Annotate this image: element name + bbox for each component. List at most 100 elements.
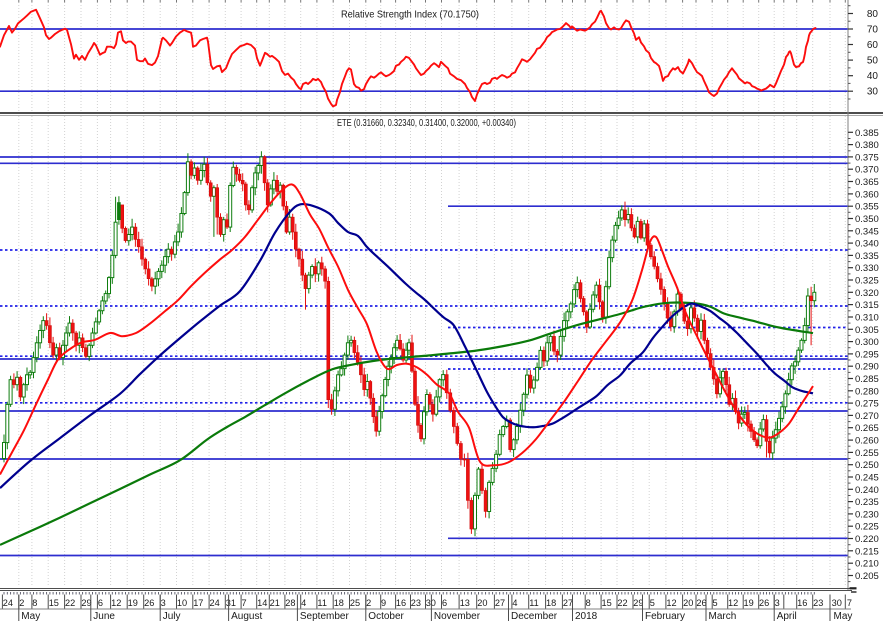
- svg-text:26: 26: [696, 598, 706, 608]
- svg-text:0.370: 0.370: [855, 165, 879, 176]
- svg-text:0.300: 0.300: [855, 337, 879, 348]
- svg-text:25: 25: [350, 598, 360, 608]
- svg-text:0.205: 0.205: [855, 571, 879, 582]
- svg-text:4: 4: [301, 598, 306, 608]
- svg-text:19: 19: [744, 598, 754, 608]
- svg-text:0.355: 0.355: [855, 202, 879, 213]
- svg-text:October: October: [368, 611, 404, 622]
- svg-text:7: 7: [242, 598, 247, 608]
- svg-text:December: December: [511, 611, 558, 622]
- svg-text:0.380: 0.380: [855, 140, 879, 151]
- svg-text:28: 28: [285, 598, 295, 608]
- svg-text:May: May: [834, 611, 853, 622]
- svg-text:3: 3: [775, 598, 780, 608]
- svg-text:June: June: [93, 611, 115, 622]
- svg-text:0.285: 0.285: [855, 374, 879, 385]
- svg-text:24: 24: [210, 598, 220, 608]
- svg-text:0.220: 0.220: [855, 534, 879, 545]
- svg-text:2018: 2018: [575, 611, 598, 622]
- svg-text:0.250: 0.250: [855, 460, 879, 471]
- svg-text:29: 29: [633, 598, 643, 608]
- svg-text:27: 27: [563, 598, 573, 608]
- svg-text:27: 27: [495, 598, 505, 608]
- svg-text:0.320: 0.320: [855, 288, 879, 299]
- svg-text:12: 12: [666, 598, 676, 608]
- svg-text:6: 6: [442, 598, 447, 608]
- svg-text:16: 16: [797, 598, 807, 608]
- svg-text:2: 2: [19, 598, 24, 608]
- svg-text:0.260: 0.260: [855, 436, 879, 447]
- svg-text:0.360: 0.360: [855, 189, 879, 200]
- svg-text:18: 18: [334, 598, 344, 608]
- svg-text:March: March: [709, 611, 737, 622]
- svg-text:6: 6: [98, 598, 103, 608]
- svg-text:0.295: 0.295: [855, 349, 879, 360]
- svg-text:26: 26: [144, 598, 154, 608]
- svg-text:60: 60: [867, 40, 879, 51]
- svg-text:29: 29: [81, 598, 91, 608]
- svg-text:0.225: 0.225: [855, 522, 879, 533]
- svg-text:19: 19: [128, 598, 138, 608]
- svg-text:24: 24: [3, 598, 13, 608]
- svg-text:30: 30: [867, 87, 879, 98]
- svg-text:0.290: 0.290: [855, 362, 879, 373]
- svg-text:80: 80: [867, 9, 879, 20]
- svg-text:13: 13: [460, 598, 470, 608]
- svg-text:February: February: [645, 611, 685, 622]
- svg-text:0.270: 0.270: [855, 411, 879, 422]
- svg-text:0.275: 0.275: [855, 399, 879, 410]
- svg-text:12: 12: [111, 598, 121, 608]
- svg-text:4: 4: [512, 598, 517, 608]
- svg-text:17: 17: [193, 598, 203, 608]
- svg-text:May: May: [21, 611, 40, 622]
- svg-text:0.235: 0.235: [855, 497, 879, 508]
- svg-text:July: July: [163, 611, 181, 622]
- svg-text:2: 2: [366, 598, 371, 608]
- svg-text:23: 23: [813, 598, 823, 608]
- svg-text:5: 5: [713, 598, 718, 608]
- svg-text:22: 22: [617, 598, 627, 608]
- svg-text:0.210: 0.210: [855, 559, 879, 570]
- svg-text:0.340: 0.340: [855, 239, 879, 250]
- svg-text:3: 3: [161, 598, 166, 608]
- svg-text:0.330: 0.330: [855, 263, 879, 274]
- svg-text:0.230: 0.230: [855, 509, 879, 520]
- svg-text:November: November: [434, 611, 481, 622]
- svg-text:70: 70: [867, 25, 879, 36]
- svg-text:August: August: [231, 611, 262, 622]
- svg-text:0.215: 0.215: [855, 546, 879, 557]
- svg-text:18: 18: [546, 598, 556, 608]
- svg-text:16: 16: [396, 598, 406, 608]
- svg-text:14: 14: [257, 598, 267, 608]
- svg-text:50: 50: [867, 56, 879, 67]
- svg-text:12: 12: [728, 598, 738, 608]
- svg-text:15: 15: [49, 598, 59, 608]
- svg-text:0.315: 0.315: [855, 300, 879, 311]
- svg-text:30: 30: [832, 598, 842, 608]
- svg-text:0.240: 0.240: [855, 485, 879, 496]
- svg-text:9: 9: [381, 598, 386, 608]
- svg-text:20: 20: [683, 598, 693, 608]
- svg-text:0.245: 0.245: [855, 473, 879, 484]
- svg-text:5: 5: [650, 598, 655, 608]
- svg-text:0.335: 0.335: [855, 251, 879, 262]
- svg-text:8: 8: [32, 598, 37, 608]
- svg-text:0.365: 0.365: [855, 177, 879, 188]
- svg-text:0.280: 0.280: [855, 386, 879, 397]
- svg-text:10: 10: [177, 598, 187, 608]
- svg-text:8: 8: [586, 598, 591, 608]
- svg-text:0.255: 0.255: [855, 448, 879, 459]
- svg-text:0.385: 0.385: [855, 128, 879, 139]
- svg-text:0.325: 0.325: [855, 276, 879, 287]
- svg-text:11: 11: [529, 598, 539, 608]
- svg-text:30: 30: [426, 598, 436, 608]
- svg-text:0.310: 0.310: [855, 313, 879, 324]
- svg-text:Relative Strength Index (70.17: Relative Strength Index (70.1750): [341, 9, 479, 21]
- svg-text:40: 40: [867, 71, 879, 82]
- svg-text:ETE (0.31660, 0.32340, 0.31400: ETE (0.31660, 0.32340, 0.31400, 0.32000,…: [337, 117, 516, 129]
- svg-text:20: 20: [477, 598, 487, 608]
- svg-text:23: 23: [411, 598, 421, 608]
- svg-text:11: 11: [317, 598, 327, 608]
- svg-text:April: April: [777, 611, 797, 622]
- svg-text:0.305: 0.305: [855, 325, 879, 336]
